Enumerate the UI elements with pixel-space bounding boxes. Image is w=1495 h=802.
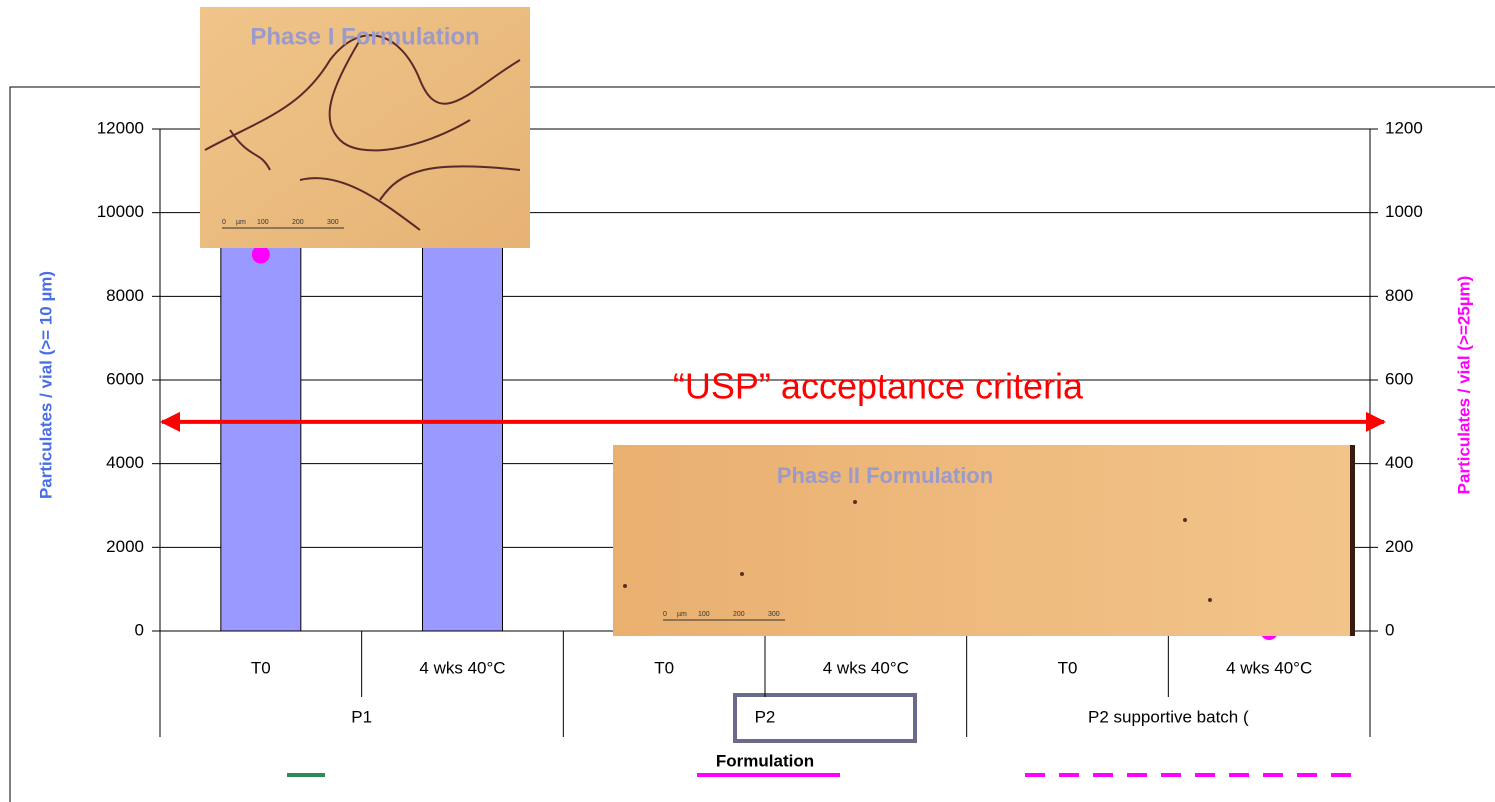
y-axis-title: Particulates / vial (>= 10 µm) (36, 271, 55, 499)
scale-label: 300 (327, 219, 339, 226)
y-tick-label: 6000 (106, 369, 144, 388)
y-tick-label: 8000 (106, 286, 144, 305)
annotation-text: “USP” acceptance criteria (673, 365, 1084, 406)
y2-tick-label: 1200 (1385, 118, 1423, 137)
micrograph-edge (1350, 445, 1355, 636)
x-tick-label: 4 wks 40°C (1226, 658, 1312, 677)
x-tick-label: 4 wks 40°C (823, 658, 909, 677)
group-label: P2 supportive batch ( (1088, 707, 1249, 726)
image-label: Phase II Formulation (777, 463, 993, 488)
y-tick-label: 12000 (97, 118, 144, 137)
y2-axis-title: Particulates / vial (>=25µm) (1454, 276, 1473, 495)
scale-label: 100 (257, 219, 269, 226)
fiber (204, 34, 521, 231)
scale-label: 100 (698, 611, 710, 618)
speck (623, 584, 627, 588)
frame-box (733, 693, 917, 743)
scale-label: µm (236, 219, 246, 226)
micrograph (613, 445, 1355, 636)
image-label: Phase I Formulation (250, 23, 479, 50)
micrograph (200, 7, 530, 248)
x-axis-title: Formulation (716, 751, 814, 770)
scale-label: 300 (768, 611, 780, 618)
speck (1183, 518, 1187, 522)
y2-tick-label: 0 (1385, 620, 1394, 639)
x-tick-label: T0 (654, 658, 674, 677)
frame (9, 86, 1495, 802)
point (251, 245, 270, 264)
group-label: P1 (351, 707, 372, 726)
x-tick-label: T0 (1058, 658, 1078, 677)
speck (853, 500, 857, 504)
scale-label: 0 (222, 219, 226, 226)
y2-tick-label: 400 (1385, 453, 1413, 472)
y-tick-label: 10000 (97, 202, 144, 221)
y2-tick-label: 200 (1385, 537, 1413, 556)
x-tick-label: T0 (251, 658, 271, 677)
y2-tick-label: 800 (1385, 286, 1413, 305)
group-label: P2 (755, 707, 776, 726)
scale-label: µm (677, 611, 687, 618)
y-tick-label: 0 (135, 620, 144, 639)
speck (740, 572, 744, 576)
x-tick-label: 4 wks 40°C (419, 658, 505, 677)
speck (1208, 598, 1212, 602)
y2-tick-label: 1000 (1385, 202, 1423, 221)
scale-label: 0 (663, 611, 667, 618)
scale-label: 200 (292, 219, 304, 226)
y-tick-label: 2000 (106, 537, 144, 556)
y2-tick-label: 600 (1385, 369, 1413, 388)
y-tick-label: 4000 (106, 453, 144, 472)
scale-label: 200 (733, 611, 745, 618)
